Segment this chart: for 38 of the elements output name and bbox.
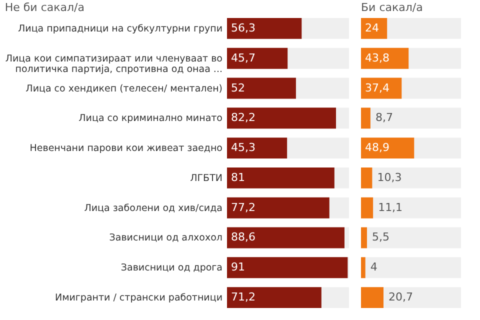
y-tick-label: Зависници од алхохол bbox=[109, 232, 222, 244]
y-tick-label: Лица кои симпатизираат или членуваат во политичка партија, спротивна од онаа ... bbox=[5, 53, 223, 75]
data-label: 20,7 bbox=[388, 290, 413, 304]
data-label: 37,4 bbox=[365, 81, 390, 94]
data-label: 52 bbox=[231, 81, 245, 94]
bar bbox=[361, 167, 372, 188]
y-tick-label: Лица со хендикеп (телесен/ ментален) bbox=[26, 83, 222, 94]
y-tick-label: ЛГБТИ bbox=[190, 172, 222, 184]
data-label: 56,3 bbox=[231, 21, 256, 34]
data-label: 24 bbox=[365, 21, 379, 34]
data-label: 5,5 bbox=[372, 230, 390, 244]
data-label: 8,7 bbox=[375, 111, 393, 124]
y-tick-label: Имигранти / странски работници bbox=[54, 292, 222, 304]
bar bbox=[361, 197, 374, 218]
data-label: 77,2 bbox=[231, 200, 256, 214]
data-label: 91 bbox=[231, 260, 245, 274]
data-label: 10,3 bbox=[377, 170, 402, 184]
bar bbox=[361, 287, 384, 308]
data-label: 45,3 bbox=[231, 141, 256, 154]
data-label: 11,1 bbox=[378, 200, 403, 214]
data-label: 88,6 bbox=[231, 230, 256, 244]
y-tick-label: Лица со криминално минато bbox=[78, 113, 223, 124]
bar bbox=[361, 227, 367, 248]
data-label: 48,9 bbox=[365, 141, 390, 154]
chart-title: Би сакал/а bbox=[361, 1, 423, 14]
data-label: 45,7 bbox=[231, 51, 256, 64]
y-tick-label: Лица припадници на субкултурни групи bbox=[18, 23, 222, 34]
y-tick-label: Лица заболени од хив/сида bbox=[84, 202, 222, 214]
data-label: 71,2 bbox=[231, 290, 256, 304]
data-label: 82,2 bbox=[231, 111, 256, 124]
y-tick-label: Невенчани парови кои живеат заедно bbox=[30, 143, 223, 154]
data-label: 43,8 bbox=[365, 51, 390, 64]
bar bbox=[361, 108, 370, 129]
text: Не би сакал/а bbox=[4, 1, 84, 14]
data-label: 4 bbox=[370, 260, 378, 274]
y-tick-label: Зависници од дрога bbox=[120, 262, 222, 274]
data-label: 81 bbox=[231, 170, 245, 184]
bar bbox=[361, 257, 366, 278]
